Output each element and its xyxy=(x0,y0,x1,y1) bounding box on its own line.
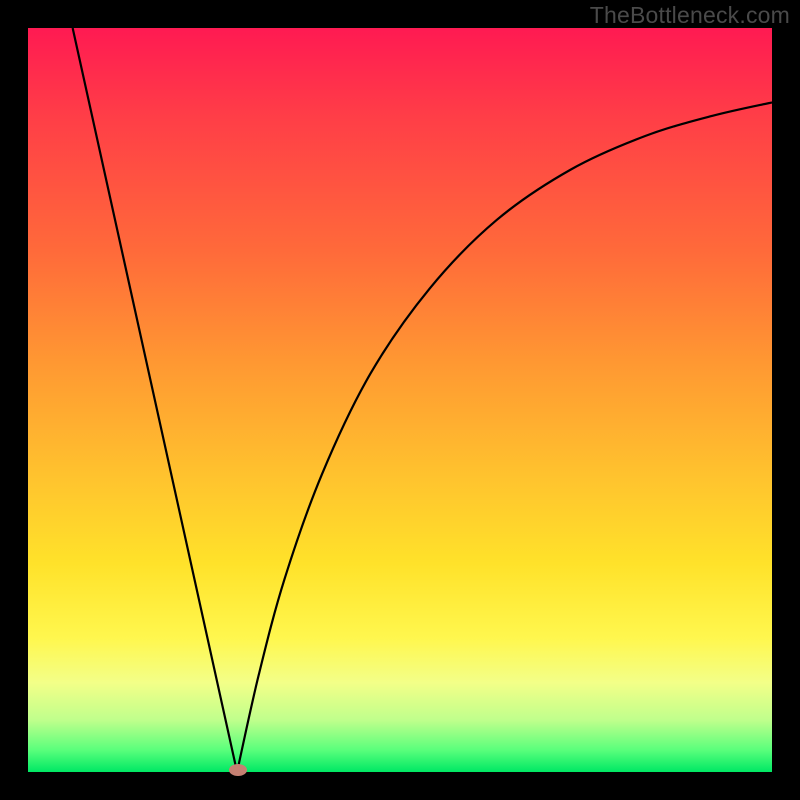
curve-path xyxy=(73,28,772,772)
curve-layer xyxy=(28,28,772,772)
chart-root: TheBottleneck.com xyxy=(0,0,800,800)
minimum-marker xyxy=(229,764,247,776)
plot-area xyxy=(28,28,772,772)
watermark-text: TheBottleneck.com xyxy=(590,2,790,29)
